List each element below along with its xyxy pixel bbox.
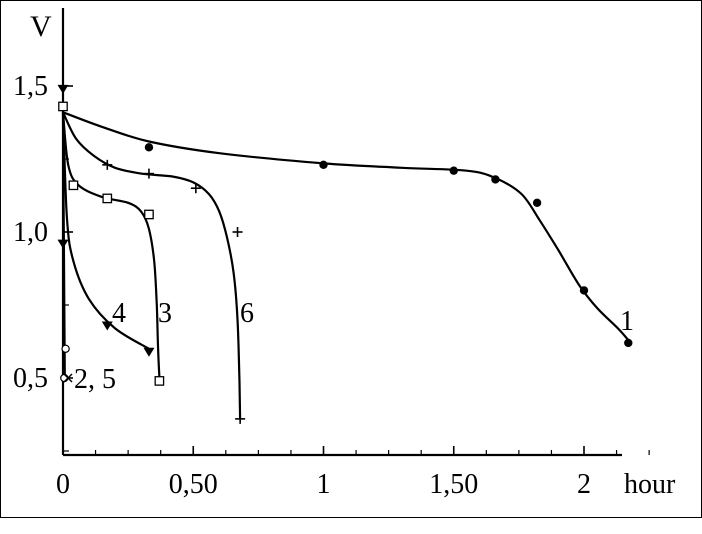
x-tick-label-2: 1 — [317, 469, 331, 500]
marker-series-5-0 — [61, 344, 70, 353]
marker-series-1-4 — [532, 198, 542, 207]
marker-series-4-0 — [57, 84, 69, 94]
marker-series-2-4 — [235, 413, 246, 424]
x-tick-label-0: 0 — [56, 469, 70, 500]
marker-series-2-0 — [102, 159, 113, 170]
curve-series-3 — [61, 112, 161, 379]
marker-series-1-2 — [449, 166, 458, 175]
marker-series-3-2 — [102, 193, 113, 204]
y-tick-label-2: 1,5 — [13, 71, 48, 102]
x-tick-label-1: 0,50 — [169, 469, 218, 500]
marker-series-2-2 — [190, 183, 201, 194]
marker-series-1-3 — [491, 175, 500, 184]
x-axis-label: hour — [624, 469, 676, 500]
axes: V hour — [30, 8, 676, 500]
curve-label-0: 1 — [620, 306, 634, 337]
marker-series-2-1 — [143, 168, 154, 179]
markers — [57, 84, 633, 424]
marker-series-1-6 — [624, 338, 633, 348]
y-axis-label: V — [30, 10, 52, 43]
marker-series-1-0 — [144, 143, 154, 152]
ticks: 0 0,50 1 1,50 2 0,5 1,0 1,5 — [13, 71, 650, 500]
curve-series-2 — [62, 111, 242, 419]
marker-series-3-1 — [68, 180, 79, 191]
curve-label-2: 3 — [158, 298, 172, 329]
marker-series-2-3 — [232, 227, 243, 237]
marker-series-5-1 — [60, 373, 69, 383]
y-tick-label-0: 0,5 — [13, 363, 48, 394]
x-tick-label-4: 2 — [577, 469, 591, 500]
cross-marker-b — [63, 373, 73, 383]
curve-series-1 — [62, 111, 630, 341]
marker-series-4-2 — [101, 321, 113, 331]
curve-label-1: 6 — [240, 298, 254, 329]
y-tick-label-1: 1,0 — [13, 217, 48, 248]
curve-series-5 — [61, 112, 66, 379]
marker-series-3-3 — [144, 209, 154, 220]
marker-series-1-5 — [579, 286, 589, 295]
curve-label-4: 2, 5 — [74, 364, 116, 395]
marker-series-1-1 — [319, 160, 328, 170]
marker-series-4-1 — [57, 239, 69, 249]
curve-label-3: 4 — [112, 298, 126, 329]
curve-series-4 — [61, 112, 150, 350]
figure-frame — [0, 0, 702, 518]
marker-series-4-3 — [143, 347, 155, 357]
marker-series-3-4 — [154, 376, 165, 386]
curves — [61, 111, 630, 419]
marker-series-3-0 — [58, 101, 68, 112]
x-tick-label-3: 1,50 — [429, 469, 478, 500]
curve-labels: 1 6 3 4 2, 5 — [74, 298, 634, 395]
